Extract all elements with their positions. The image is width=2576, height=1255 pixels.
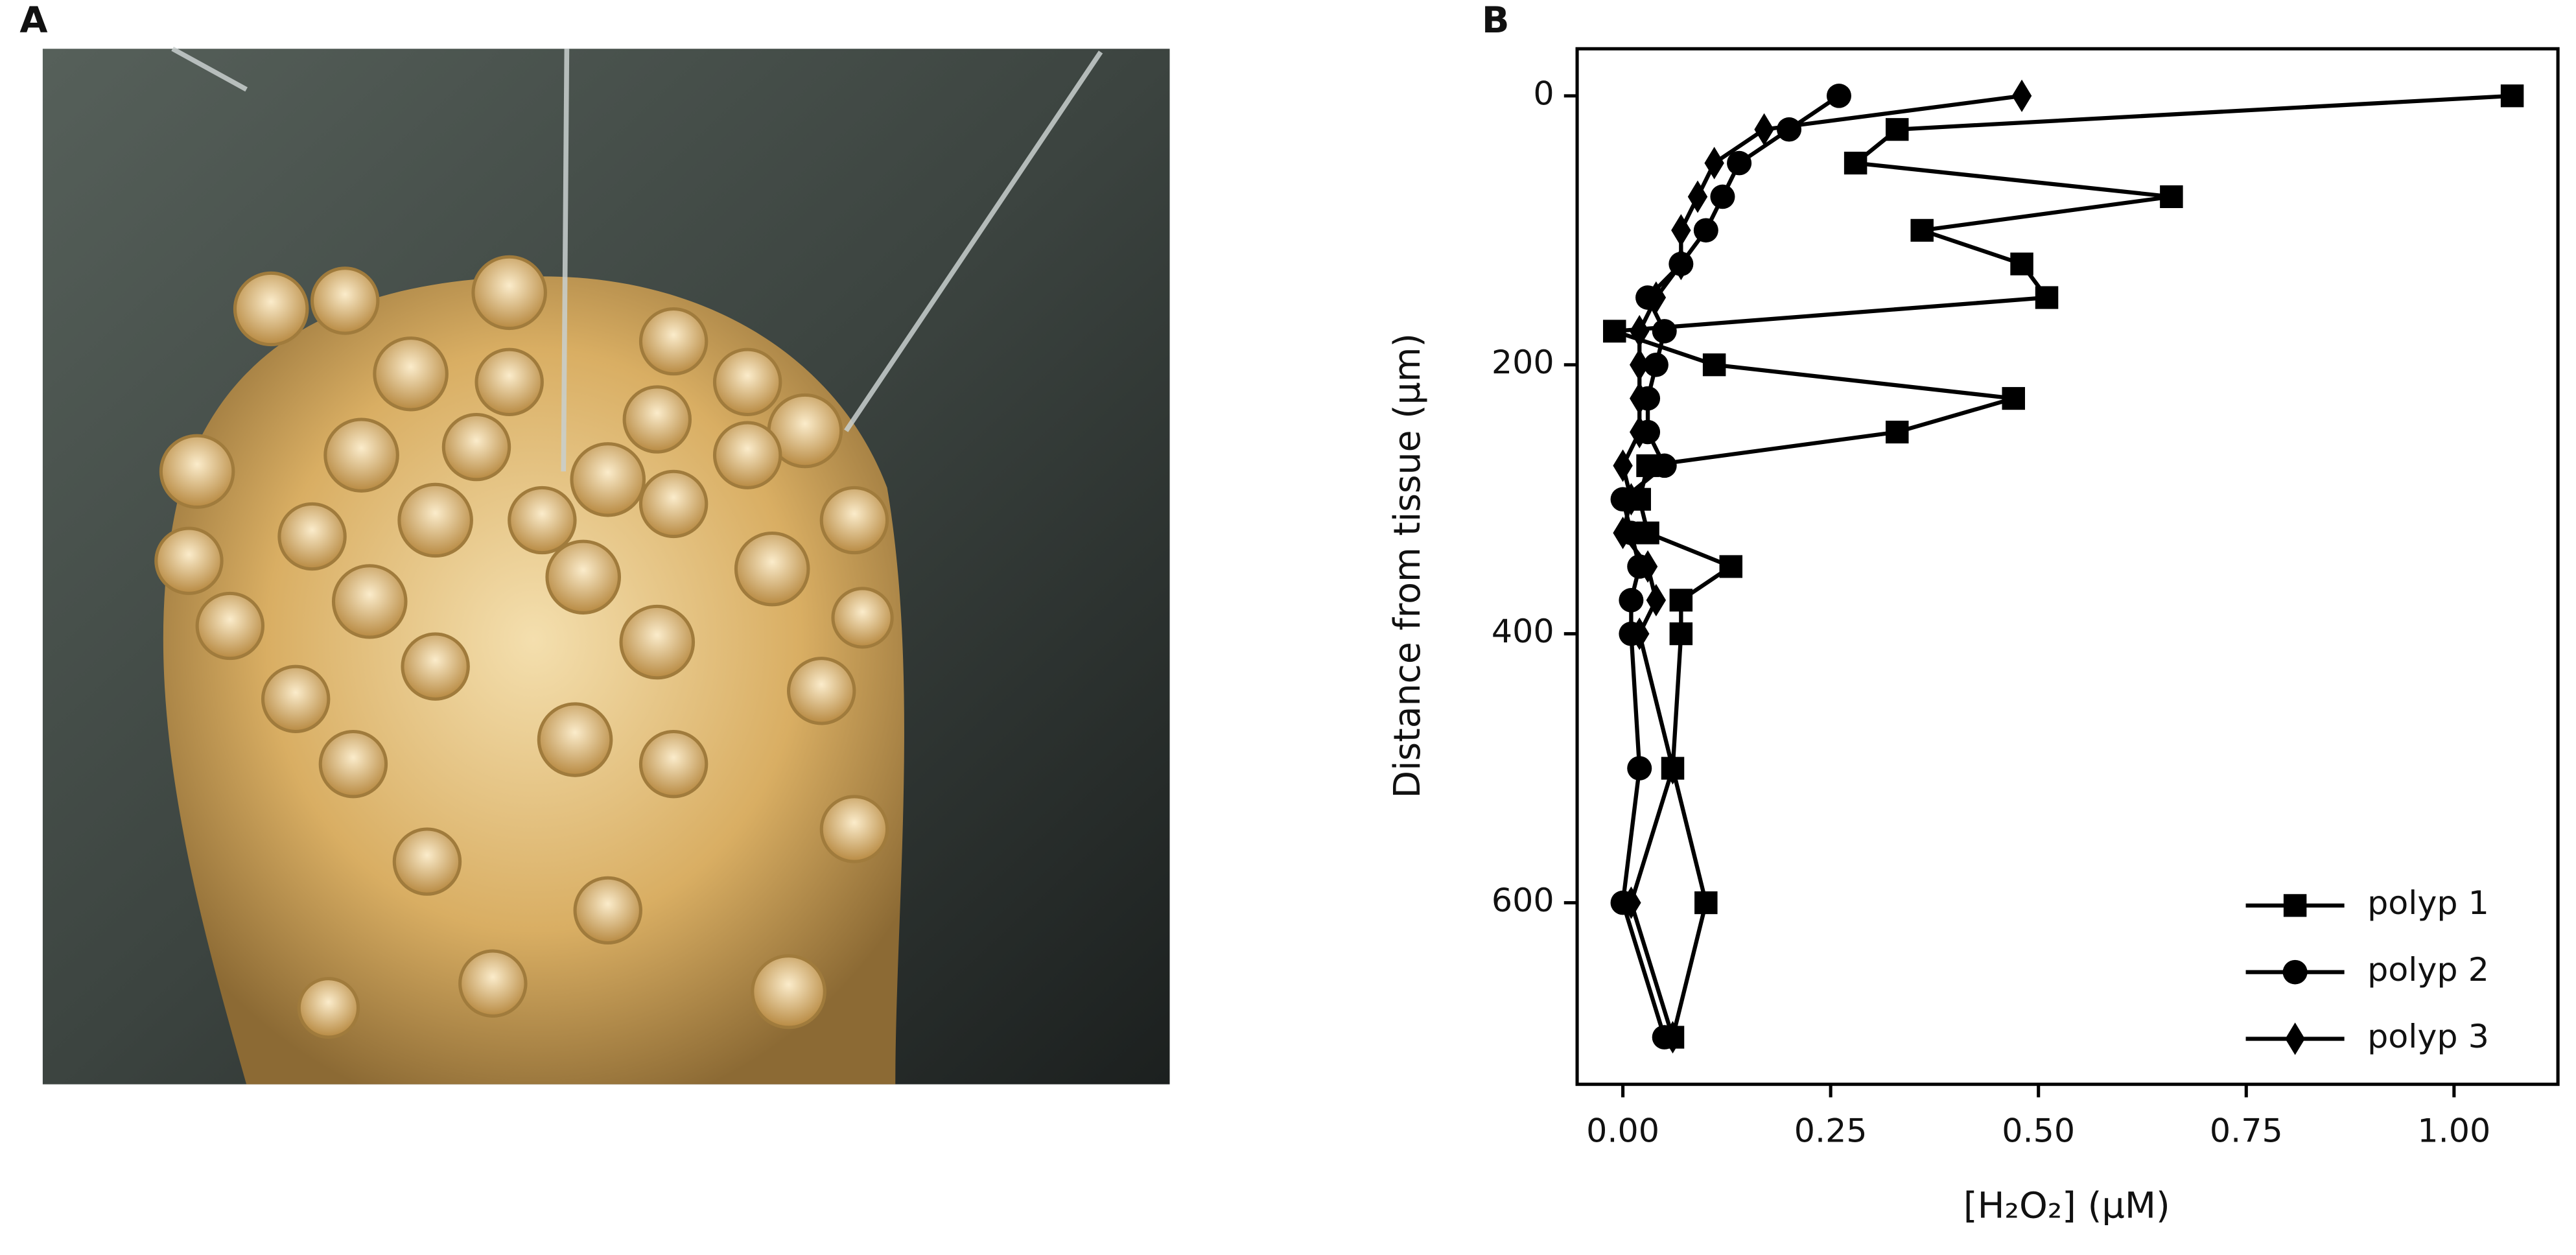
x-tick-label: 1.00 [2417, 1112, 2490, 1150]
y-axis-label: Distance from tissue (µm) [1387, 333, 1428, 798]
legend-marker [2282, 959, 2308, 985]
data-point [1669, 622, 1693, 646]
data-point [1630, 416, 1650, 449]
plot-frame [1575, 47, 2560, 1086]
data-point [1652, 453, 1677, 478]
data-point [1844, 152, 1868, 175]
data-point [1619, 588, 1644, 613]
x-axis-label: [H₂O₂] (µM) [1963, 1186, 2170, 1227]
legend-label: polyp 2 [2367, 950, 2489, 989]
data-point [2160, 185, 2183, 208]
data-point [1687, 180, 1708, 213]
photo [42, 46, 1170, 1085]
data-point [1652, 319, 1677, 344]
y-tick-label: 400 [1492, 612, 1554, 650]
data-point [1671, 248, 1691, 281]
legend-label: polyp 1 [2367, 884, 2489, 922]
x-tick-label: 0.75 [2210, 1112, 2283, 1150]
data-point [1671, 214, 1691, 247]
legend-label: polyp 3 [2367, 1017, 2489, 1055]
data-point [1613, 517, 1633, 550]
panel-label: B [1482, 0, 1510, 41]
data-point [1627, 756, 1652, 780]
x-tick-label: 0.25 [1794, 1112, 1868, 1150]
data-point [1719, 555, 1743, 578]
data-point [1630, 314, 1650, 347]
data-point [2010, 252, 2033, 276]
y-tick-label: 200 [1492, 343, 1554, 381]
data-point [2500, 84, 2524, 108]
data-point [1777, 117, 1802, 142]
data-point [1754, 113, 1774, 146]
data-point [1637, 550, 1658, 583]
data-point [1630, 382, 1650, 415]
x-tick-label: 0.00 [1586, 1112, 1659, 1150]
data-point [1693, 218, 1718, 243]
y-tick-label: 600 [1492, 881, 1554, 919]
data-point [1630, 617, 1650, 650]
legend-marker [2283, 894, 2307, 917]
legend-marker [2285, 1022, 2305, 1055]
data-point [1826, 84, 1851, 108]
data-point [1613, 449, 1633, 482]
data-point [1603, 320, 1626, 343]
data-point [2002, 387, 2025, 410]
data-point [1710, 184, 1735, 209]
data-point [1885, 118, 1909, 141]
x-tick-label: 0.50 [2002, 1112, 2075, 1150]
data-point [1630, 348, 1650, 381]
panel-label: A [19, 0, 47, 41]
data-point [1669, 589, 1693, 612]
data-point [2035, 286, 2059, 309]
data-point [1702, 353, 1726, 377]
y-tick-label: 0 [1533, 75, 1554, 113]
data-point [1885, 420, 1909, 444]
data-point [1694, 891, 1718, 915]
data-point [2011, 79, 2032, 112]
data-point [1643, 352, 1669, 377]
data-point [1727, 150, 1752, 176]
data-point [1910, 218, 1934, 242]
